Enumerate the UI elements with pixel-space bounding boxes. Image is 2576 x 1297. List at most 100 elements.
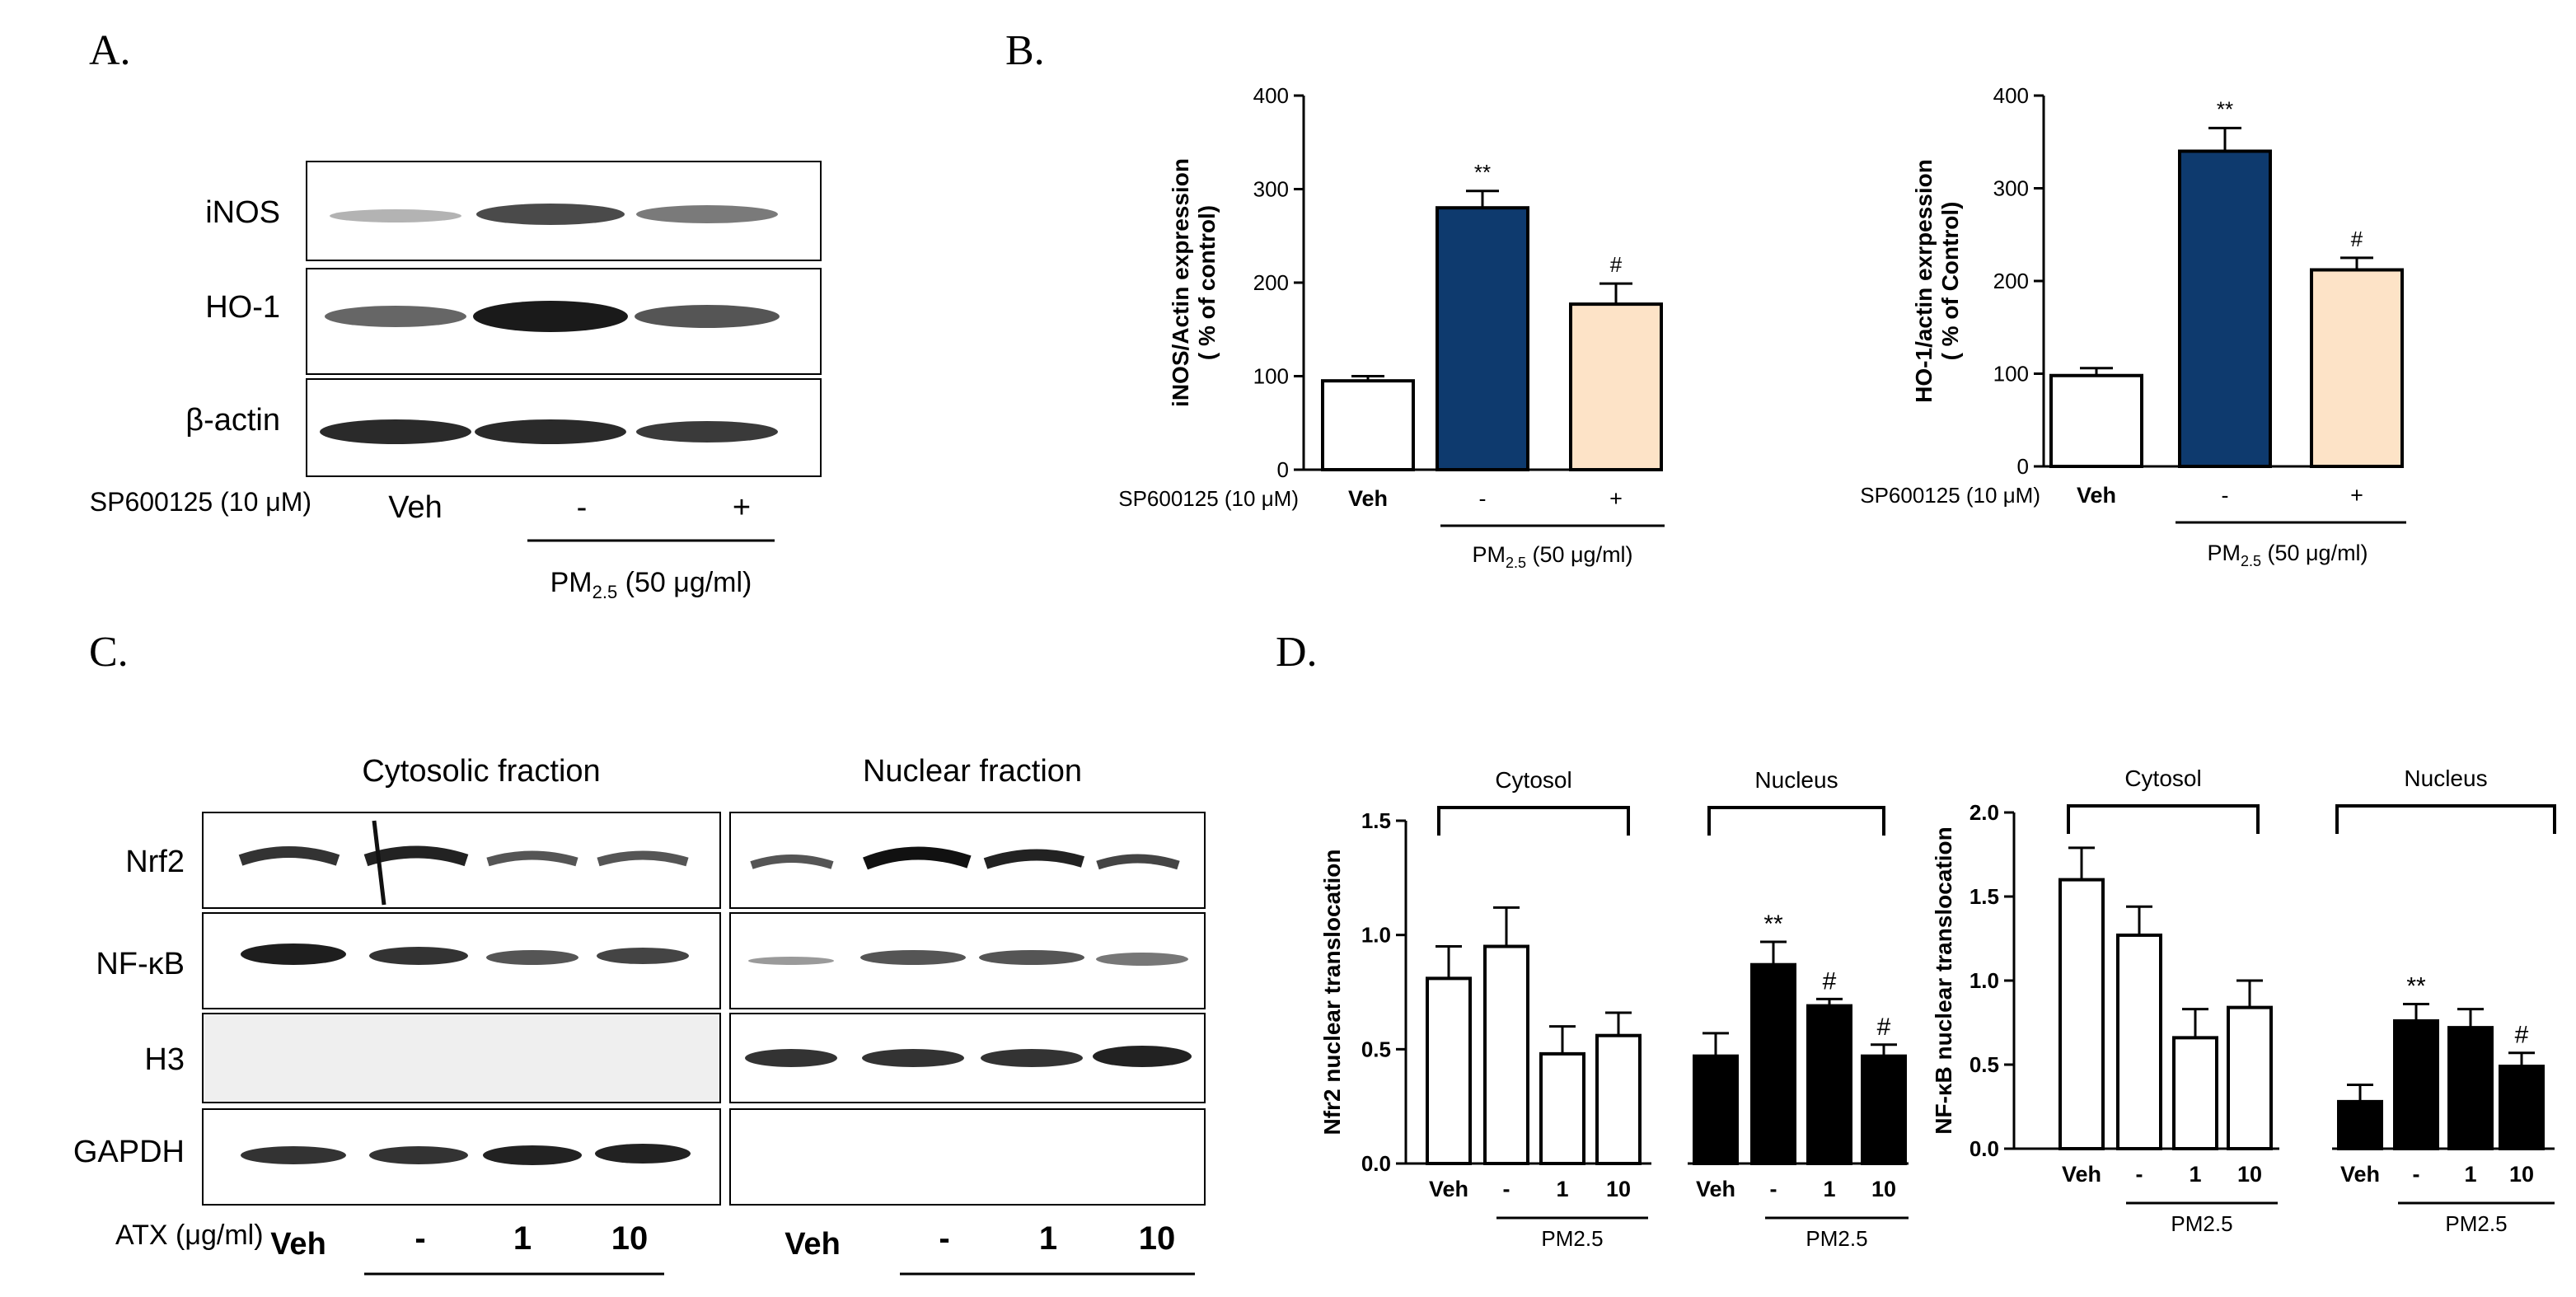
x-tick-label: - <box>1503 1177 1510 1201</box>
y-tick-label: 0 <box>1277 457 1289 482</box>
panel-c-letter: C. <box>89 629 129 676</box>
y-tick-label: 200 <box>1993 269 2029 293</box>
panel-a-lane-minus: - <box>577 490 588 525</box>
pm-bracket-label: PM2.5 <box>2171 1211 2232 1236</box>
bar <box>2447 1026 2494 1150</box>
y-tick-label: 2.0 <box>1969 800 1999 825</box>
band-inos-pm <box>476 204 625 225</box>
band-cyto-nrf2-1 <box>238 846 340 866</box>
band-cyto-gapdh-3 <box>483 1145 582 1165</box>
y-tick-label: 100 <box>1993 362 2029 386</box>
blot-row-label-h3: H3 <box>144 1042 185 1077</box>
pm-bracket-label: PM2.5 <box>1541 1226 1603 1251</box>
y-axis-label: HO-1/actin exrpession <box>1911 159 1937 403</box>
y-tick-label: 0 <box>2017 454 2029 479</box>
bar <box>2337 1099 2383 1151</box>
x-tick-label: 1 <box>1823 1177 1835 1201</box>
band-cyto-nfkb-1 <box>241 943 346 965</box>
x-tick-label: 1 <box>1556 1177 1568 1201</box>
fraction-label-cytosolic: Cytosolic fraction <box>362 754 600 789</box>
x-tick-label: 10 <box>2509 1162 2534 1187</box>
bar <box>1750 962 1796 1165</box>
y-tick-label: 400 <box>1253 83 1289 108</box>
x-tick-label: Veh <box>1696 1177 1735 1201</box>
band-cyto-gapdh-4 <box>595 1144 691 1164</box>
x-tick-label: Veh <box>2062 1162 2101 1187</box>
band-nuc-nrf2-2 <box>863 846 972 870</box>
band-ho1-veh <box>325 306 466 327</box>
band-nuc-h3-2 <box>862 1049 964 1067</box>
bar <box>2058 878 2105 1150</box>
y-axis-label: Nfr2 nuclear translocation <box>1319 850 1345 1135</box>
bar <box>1426 976 1472 1165</box>
band-actin-veh <box>320 419 471 444</box>
significance-label: # <box>1823 967 1837 995</box>
significance-label: ** <box>1474 160 1491 185</box>
y-axis-label: ( % of Control) <box>1937 202 1963 361</box>
significance-label: ** <box>2406 973 2426 1000</box>
blot-artifact-line <box>372 820 386 906</box>
panel-a-treatment-label: SP600125 (10 μM) <box>90 487 311 517</box>
bar <box>1806 1004 1852 1166</box>
x-tick-label: Veh <box>1348 486 1388 511</box>
significance-label: # <box>1610 252 1623 277</box>
bar <box>2049 373 2143 468</box>
panel-c-cyto-lane-veh: Veh <box>270 1227 326 1262</box>
band-nuc-nrf2-4 <box>1096 854 1180 870</box>
bar <box>1595 1033 1642 1166</box>
x-tick-label: - <box>2413 1162 2420 1187</box>
y-tick-label: 300 <box>1993 176 2029 201</box>
panel-c-nuc-lane-1: 1 <box>1039 1220 1057 1257</box>
group-bracket <box>2067 804 2260 834</box>
band-cyto-nrf2-4 <box>597 850 689 867</box>
y-tick-label: 300 <box>1253 177 1289 202</box>
x-tick-label: + <box>2350 483 2363 508</box>
band-actin-sp <box>636 421 778 442</box>
band-cyto-nfkb-3 <box>486 950 578 965</box>
group-bracket <box>1437 806 1630 836</box>
panel-a-letter: A. <box>89 27 131 74</box>
panel-a-pm-label: PM2.5 (50 μg/ml) <box>550 567 752 602</box>
band-nuc-h3-3 <box>981 1049 1083 1067</box>
x-tick-label: + <box>1609 486 1623 511</box>
bar <box>2393 1018 2439 1150</box>
band-actin-pm <box>475 419 626 444</box>
blot-row-label-nfkb: NF-κB <box>96 947 185 981</box>
y-axis-label: ( % of control) <box>1194 205 1220 360</box>
bar <box>2227 1005 2273 1151</box>
y-tick-label: 1.0 <box>1969 968 1999 993</box>
group-label: Nucleus <box>1754 767 1838 793</box>
y-tick-label: 100 <box>1253 364 1289 389</box>
significance-label: # <box>1877 1014 1891 1041</box>
chart-nfkb-translocation: 0.0 0.5 1.0 1.5 2.0 NF-κB nuclear translocati… <box>1931 766 2556 1236</box>
group-bracket <box>1707 806 1885 836</box>
bar <box>1693 1054 1739 1165</box>
x-tick-label: 1 <box>2189 1162 2201 1187</box>
group-bracket <box>2335 804 2556 834</box>
band-cyto-gapdh-1 <box>241 1146 346 1164</box>
bar <box>2310 268 2404 468</box>
band-nuc-nrf2-3 <box>983 849 1085 869</box>
band-cyto-nrf2-3 <box>486 850 578 867</box>
band-inos-sp <box>636 205 778 223</box>
band-nuc-nfkb-2 <box>860 950 966 965</box>
y-tick-label: 1.0 <box>1361 923 1391 948</box>
band-nuc-h3-4 <box>1093 1046 1192 1067</box>
band-cyto-nfkb-4 <box>597 948 689 964</box>
bar <box>2178 149 2272 468</box>
x-tick-label: - <box>2222 483 2229 508</box>
bar <box>2116 933 2162 1151</box>
x-tick-label: - <box>2136 1162 2143 1187</box>
x-tick-label: Veh <box>2077 483 2116 508</box>
bar <box>2172 1036 2218 1150</box>
blot-row-label-gapdh: GAPDH <box>73 1135 185 1169</box>
panel-c-cyto-lane-minus: - <box>415 1220 425 1257</box>
group-label: Cytosol <box>1495 767 1571 793</box>
chart-ho1-actin: 0 100 200 300 400 HO-1/actin exrpession( % of… <box>1911 83 2406 524</box>
panel-b-treatment-labels: SP600125 (10 μM) SP600125 (10 μM) PM2.5 … <box>1118 483 2368 571</box>
y-tick-label: 0.5 <box>1969 1052 1999 1077</box>
panel-b-right-treatment-label: SP600125 (10 μM) <box>1860 483 2040 508</box>
chart-inos-actin: 0 100 200 300 400 iNOS/Actin expression( % of… <box>1168 83 1665 527</box>
panel-c-nuc-lane-veh: Veh <box>785 1227 841 1262</box>
panel-b-left-treatment-label: SP600125 (10 μM) <box>1118 486 1299 511</box>
